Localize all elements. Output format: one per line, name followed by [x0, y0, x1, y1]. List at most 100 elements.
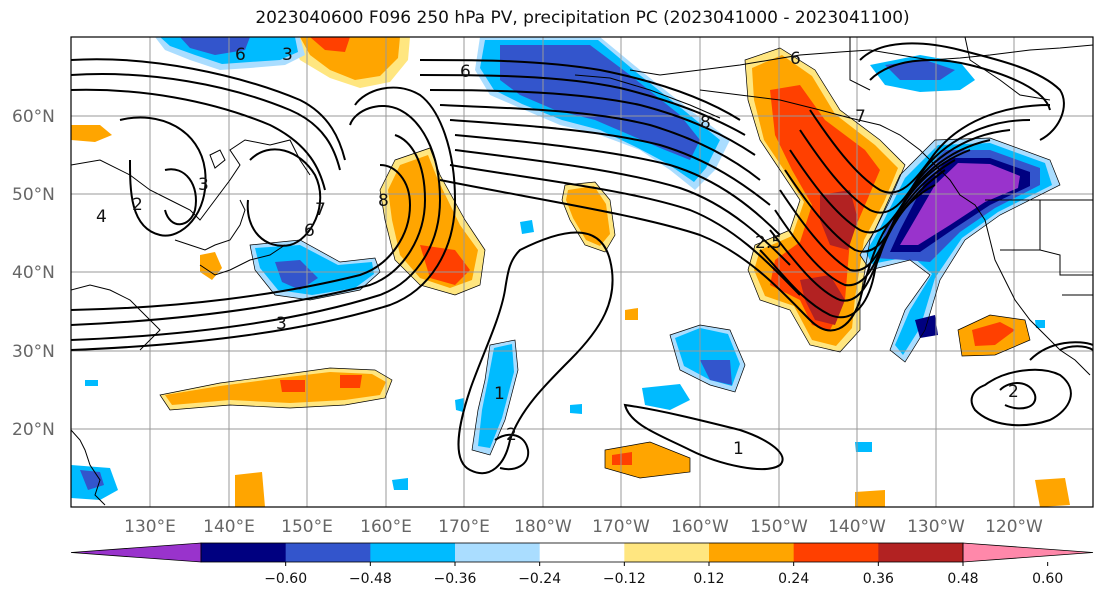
contour-label: 1 [733, 439, 744, 459]
precip-patch [165, 372, 386, 405]
coastlines [71, 37, 1093, 506]
contour-labels: 3 6 8 7 6 4 3 2 8 6 7 3 1 2 1 2 2.5 6 [96, 45, 1019, 459]
precip-patch [625, 308, 638, 320]
precip-positive-patches [71, 37, 1070, 507]
colorbar-tick-label: −0.12 [603, 571, 646, 587]
contour-label: 8 [700, 113, 711, 133]
contour-label: 6 [235, 45, 246, 65]
contour-label: 3 [282, 45, 293, 65]
precip-patch [71, 125, 112, 142]
contour-label: 8 [378, 191, 389, 211]
lon-tick-label: 140°W [828, 517, 886, 537]
colorbar-segment [709, 543, 795, 562]
colorbar: −0.60 −0.48 −0.36 −0.24 −0.12 0.12 0.24 0.36 0.4… [70, 542, 1094, 587]
precip-patch [180, 37, 250, 55]
colorbar-segment [878, 543, 964, 562]
precip-patch [915, 315, 938, 338]
colorbar-extend-high [962, 542, 1094, 563]
lon-tick-label: 170°W [592, 517, 650, 537]
lon-tick-label: 150°W [750, 517, 808, 537]
lat-tick-label: 20°N [12, 420, 55, 440]
lon-axis: 130°E 140°E 150°E 160°E 170°E 180°W 170°… [124, 517, 1043, 537]
contour-label: 2.5 [755, 233, 782, 253]
colorbar-segment [793, 543, 879, 562]
precip-patch [420, 245, 470, 285]
precip-patch [855, 490, 885, 507]
precip-patch [280, 380, 305, 392]
colorbar-segment [455, 543, 541, 562]
lon-tick-label: 160°W [671, 517, 729, 537]
colorbar-extend-low [70, 542, 202, 563]
contour-label: 2 [132, 195, 143, 215]
precip-patch [566, 186, 610, 246]
pv-contours [71, 42, 1093, 475]
precip-patch [340, 375, 362, 388]
lon-tick-label: 160°E [360, 517, 412, 537]
contour-label: 2 [506, 425, 517, 445]
colorbar-border [200, 542, 964, 563]
precip-patch [455, 398, 464, 412]
colorbar-tick-label: 0.12 [693, 571, 724, 587]
lon-tick-label: 140°E [203, 517, 255, 537]
colorbar-segment [285, 543, 371, 562]
precip-patch [605, 442, 690, 478]
contour-label: 1 [494, 384, 505, 404]
colorbar-segment [201, 543, 287, 562]
contour-label: 2 [1008, 382, 1019, 402]
precip-patch [820, 190, 858, 250]
lat-tick-label: 40°N [12, 263, 55, 283]
lon-tick-label: 130°W [907, 517, 965, 537]
colorbar-segment [539, 543, 625, 562]
precip-patch [85, 380, 98, 386]
lat-tick-label: 50°N [12, 185, 55, 205]
precip-patch [885, 60, 955, 80]
colorbar-tick-label: −0.24 [518, 571, 561, 587]
precip-patch [642, 384, 690, 410]
precip-patch [392, 478, 408, 490]
contour-label: 6 [460, 62, 471, 82]
precip-patch [500, 45, 700, 160]
colorbar-tick-label: −0.48 [349, 571, 392, 587]
precip-patch [310, 37, 350, 52]
precip-patch [570, 404, 582, 414]
precip-patch [612, 452, 632, 465]
map-plot-area: 3 6 8 7 6 4 3 2 8 6 7 3 1 2 1 2 2.5 6 [71, 37, 1093, 507]
contour-label: 3 [198, 175, 209, 195]
contour-label: 6 [304, 221, 315, 241]
colorbar-tick-label: −0.60 [264, 571, 307, 587]
contour-label: 7 [315, 200, 326, 220]
precip-patch [800, 275, 845, 325]
colorbar-segment [370, 543, 456, 562]
lon-tick-label: 170°E [438, 517, 490, 537]
precip-patch [900, 163, 1020, 245]
precip-patch [1035, 320, 1045, 328]
precip-patch [972, 322, 1015, 346]
contour-label: 6 [790, 49, 801, 69]
precip-patch [478, 344, 514, 448]
lon-tick-label: 130°E [124, 517, 176, 537]
lat-tick-label: 60°N [12, 107, 55, 127]
map-title: 2023040600 F096 250 hPa PV, precipitatio… [255, 8, 910, 28]
lat-axis: 60°N 50°N 40°N 30°N 20°N [12, 107, 55, 440]
colorbar-tick-label: −0.36 [434, 571, 477, 587]
lat-tick-label: 30°N [12, 342, 55, 362]
colorbar-tick-label: 0.36 [863, 571, 894, 587]
precip-patch [855, 442, 872, 452]
lon-tick-label: 180°W [514, 517, 572, 537]
precip-patch [1035, 478, 1070, 507]
colorbar-segment [624, 543, 710, 562]
lon-tick-label: 150°E [281, 517, 333, 537]
precip-patch [520, 220, 534, 234]
contour-label: 4 [96, 207, 107, 227]
colorbar-tick-label: 0.60 [1032, 571, 1063, 587]
colorbar-tick-label: 0.48 [947, 571, 978, 587]
map-frame [70, 36, 1094, 508]
graticule [71, 37, 1093, 507]
lon-tick-label: 120°W [985, 517, 1043, 537]
precip-patch [700, 360, 732, 385]
precip-patch [235, 472, 265, 507]
contour-label: 3 [276, 314, 287, 334]
precip-patch [200, 252, 222, 280]
colorbar-tick-label: 0.24 [778, 571, 809, 587]
